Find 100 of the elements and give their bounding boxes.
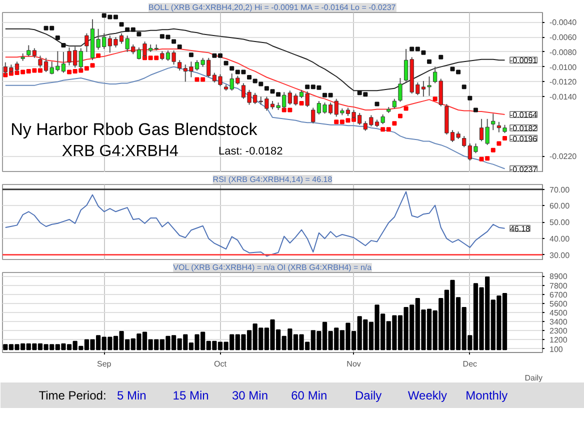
candlestick bbox=[392, 98, 396, 109]
text: Daily bbox=[354, 388, 382, 402]
text: 30 Min bbox=[232, 388, 268, 402]
y-tick-label: 3400 bbox=[550, 318, 568, 327]
y-tick-label: 5600 bbox=[550, 299, 568, 308]
point bbox=[72, 69, 78, 74]
point bbox=[154, 56, 159, 60]
point bbox=[432, 96, 438, 102]
point bbox=[473, 108, 478, 112]
text: Daily bbox=[524, 374, 542, 382]
point bbox=[26, 69, 31, 74]
x-tick-label: Nov bbox=[346, 360, 361, 368]
point bbox=[252, 78, 258, 84]
point bbox=[14, 70, 20, 76]
point bbox=[479, 156, 484, 162]
point bbox=[398, 114, 402, 118]
point bbox=[166, 34, 170, 40]
chart-title: BOLL (XRB G4:XRBH4,20,2) Hi = -0.0091 MA = -0.0164 Lo = -0.0237 bbox=[148, 3, 396, 12]
point bbox=[61, 42, 66, 48]
point bbox=[496, 141, 502, 146]
point bbox=[90, 63, 95, 68]
point bbox=[322, 92, 328, 98]
annotation: Ny Harbor Rbob Gas Blendstock bbox=[10, 120, 258, 139]
x-tick-label: Dec bbox=[462, 360, 478, 368]
point bbox=[50, 26, 54, 30]
point bbox=[230, 66, 234, 71]
point bbox=[188, 52, 194, 58]
y-tick-label: 8900 bbox=[550, 272, 568, 282]
annotation: Last: -0.0182 bbox=[218, 146, 283, 158]
point bbox=[450, 66, 455, 72]
point bbox=[264, 86, 269, 91]
point bbox=[310, 84, 316, 90]
text: 60 Min bbox=[291, 388, 328, 402]
y-tick-label: 6700 bbox=[550, 290, 568, 300]
point bbox=[44, 26, 48, 30]
point bbox=[334, 120, 339, 124]
point bbox=[468, 96, 472, 100]
point bbox=[282, 108, 286, 112]
point bbox=[172, 39, 176, 44]
x-tick-label: Sep bbox=[96, 360, 112, 368]
point bbox=[427, 59, 432, 64]
point bbox=[20, 70, 26, 74]
data-label: -0.0091 bbox=[510, 56, 538, 66]
y-tick-label: 40.00 bbox=[550, 234, 570, 244]
data-label: -0.0237 bbox=[510, 164, 538, 174]
y-tick-label: 4500 bbox=[550, 308, 568, 318]
point bbox=[119, 22, 124, 27]
point bbox=[38, 68, 42, 73]
text: Weekly bbox=[408, 388, 448, 402]
y-tick-label: -0.0220 bbox=[550, 152, 578, 162]
point bbox=[102, 13, 106, 18]
point bbox=[346, 118, 350, 123]
y-tick-label: -0.0040 bbox=[550, 18, 578, 28]
point bbox=[125, 27, 130, 32]
text: 5 Min bbox=[116, 388, 146, 402]
annotation: XRB G4:XRBH4 bbox=[62, 143, 178, 160]
data-label: -0.0196 bbox=[510, 134, 538, 144]
point bbox=[462, 84, 466, 90]
y-tick-label: -0.0080 bbox=[550, 48, 578, 57]
point bbox=[386, 127, 391, 132]
chart-title: VOL (XRB G4:XRBH4) = n/a OI (XRB G4:XRBH4) = n/a bbox=[173, 263, 372, 272]
candlestick bbox=[438, 78, 443, 107]
point bbox=[404, 106, 408, 111]
point bbox=[224, 60, 228, 66]
point bbox=[316, 85, 322, 90]
point bbox=[235, 70, 240, 74]
y-tick-label: 70.00 bbox=[550, 185, 570, 194]
point bbox=[194, 77, 200, 82]
line-series bbox=[4, 191, 506, 257]
data-label: -0.0164 bbox=[510, 110, 538, 120]
candlestick bbox=[398, 77, 402, 102]
chart-title: RSI (XRB G4:XRBH4,14) = 46.18 bbox=[212, 175, 333, 184]
point bbox=[130, 27, 136, 32]
point bbox=[276, 92, 281, 97]
text: Monthly bbox=[466, 388, 508, 402]
y-tick-label: 2300 bbox=[550, 326, 568, 336]
point bbox=[160, 34, 164, 39]
point bbox=[328, 92, 333, 98]
point bbox=[3, 72, 8, 78]
y-tick-label: 7800 bbox=[550, 281, 568, 290]
point bbox=[392, 121, 397, 126]
point bbox=[288, 108, 292, 112]
point bbox=[78, 68, 84, 73]
point bbox=[340, 120, 344, 124]
y-tick-label: 1200 bbox=[550, 336, 568, 345]
point bbox=[177, 44, 182, 49]
point bbox=[258, 82, 264, 86]
text: Time Period: bbox=[38, 388, 106, 402]
point bbox=[148, 56, 153, 60]
y-tick-label: 30.00 bbox=[550, 250, 570, 260]
candlestick bbox=[178, 60, 182, 72]
point bbox=[200, 77, 206, 82]
y-tick-label: -0.0140 bbox=[550, 92, 578, 102]
y-tick-label: 50.00 bbox=[550, 218, 570, 228]
point bbox=[485, 156, 490, 161]
point bbox=[84, 66, 89, 71]
y-tick-label: 60.00 bbox=[550, 202, 570, 211]
point bbox=[96, 53, 101, 58]
point bbox=[357, 90, 362, 96]
candlestick bbox=[491, 113, 496, 131]
